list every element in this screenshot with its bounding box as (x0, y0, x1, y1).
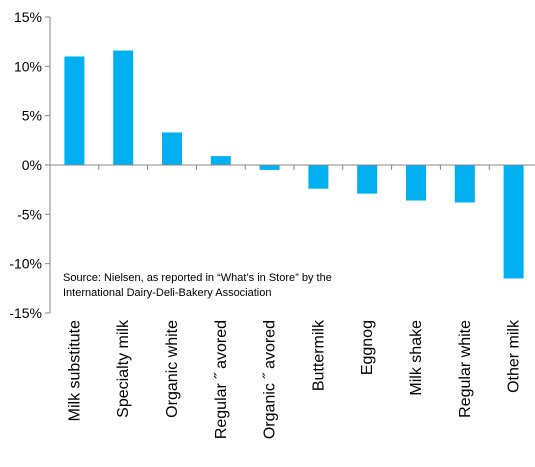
bar (357, 165, 378, 194)
category-label: Buttermilk (310, 319, 327, 391)
category-label: Specialty milk (115, 319, 132, 418)
bar (113, 50, 134, 166)
bar (406, 165, 426, 201)
category-label: Regular white (457, 320, 474, 418)
y-tick-label: 10% (14, 58, 42, 74)
category-label: Other milk (506, 319, 523, 393)
source-note-line-2: International Dairy-Deli-Bakery Associat… (63, 287, 271, 299)
category-label: Milk substitute (66, 320, 83, 421)
bar (259, 165, 280, 170)
y-tick-label: -10% (9, 256, 42, 272)
bar (162, 132, 182, 165)
y-tick-label: -5% (17, 206, 42, 222)
category-label: Organic ˝ avored (262, 320, 279, 439)
bar (64, 56, 85, 165)
category-label: Eggnog (359, 320, 376, 375)
source-note-line-1: Source: Nielsen, as reported in “What’s … (63, 272, 332, 284)
y-tick-label: 15% (14, 9, 42, 25)
y-tick-label: 5% (22, 108, 42, 124)
bars-group (64, 50, 524, 279)
category-label: Milk shake (408, 320, 425, 396)
x-axis (49, 164, 535, 170)
bar (308, 165, 329, 189)
category-labels: Milk substitute Specialty milk Organic whi… (66, 319, 522, 439)
y-tick-label: 0% (22, 157, 42, 173)
bar (454, 165, 475, 203)
bar (503, 165, 524, 279)
category-label: Regular ˝ avored (213, 320, 230, 439)
category-label: Organic white (164, 320, 181, 418)
y-axis: -15% -10% -5% 0% 5% 10% 15% (9, 9, 51, 321)
bar (210, 156, 231, 165)
source-note-box (56, 266, 394, 302)
y-tick-label: -15% (9, 305, 42, 321)
